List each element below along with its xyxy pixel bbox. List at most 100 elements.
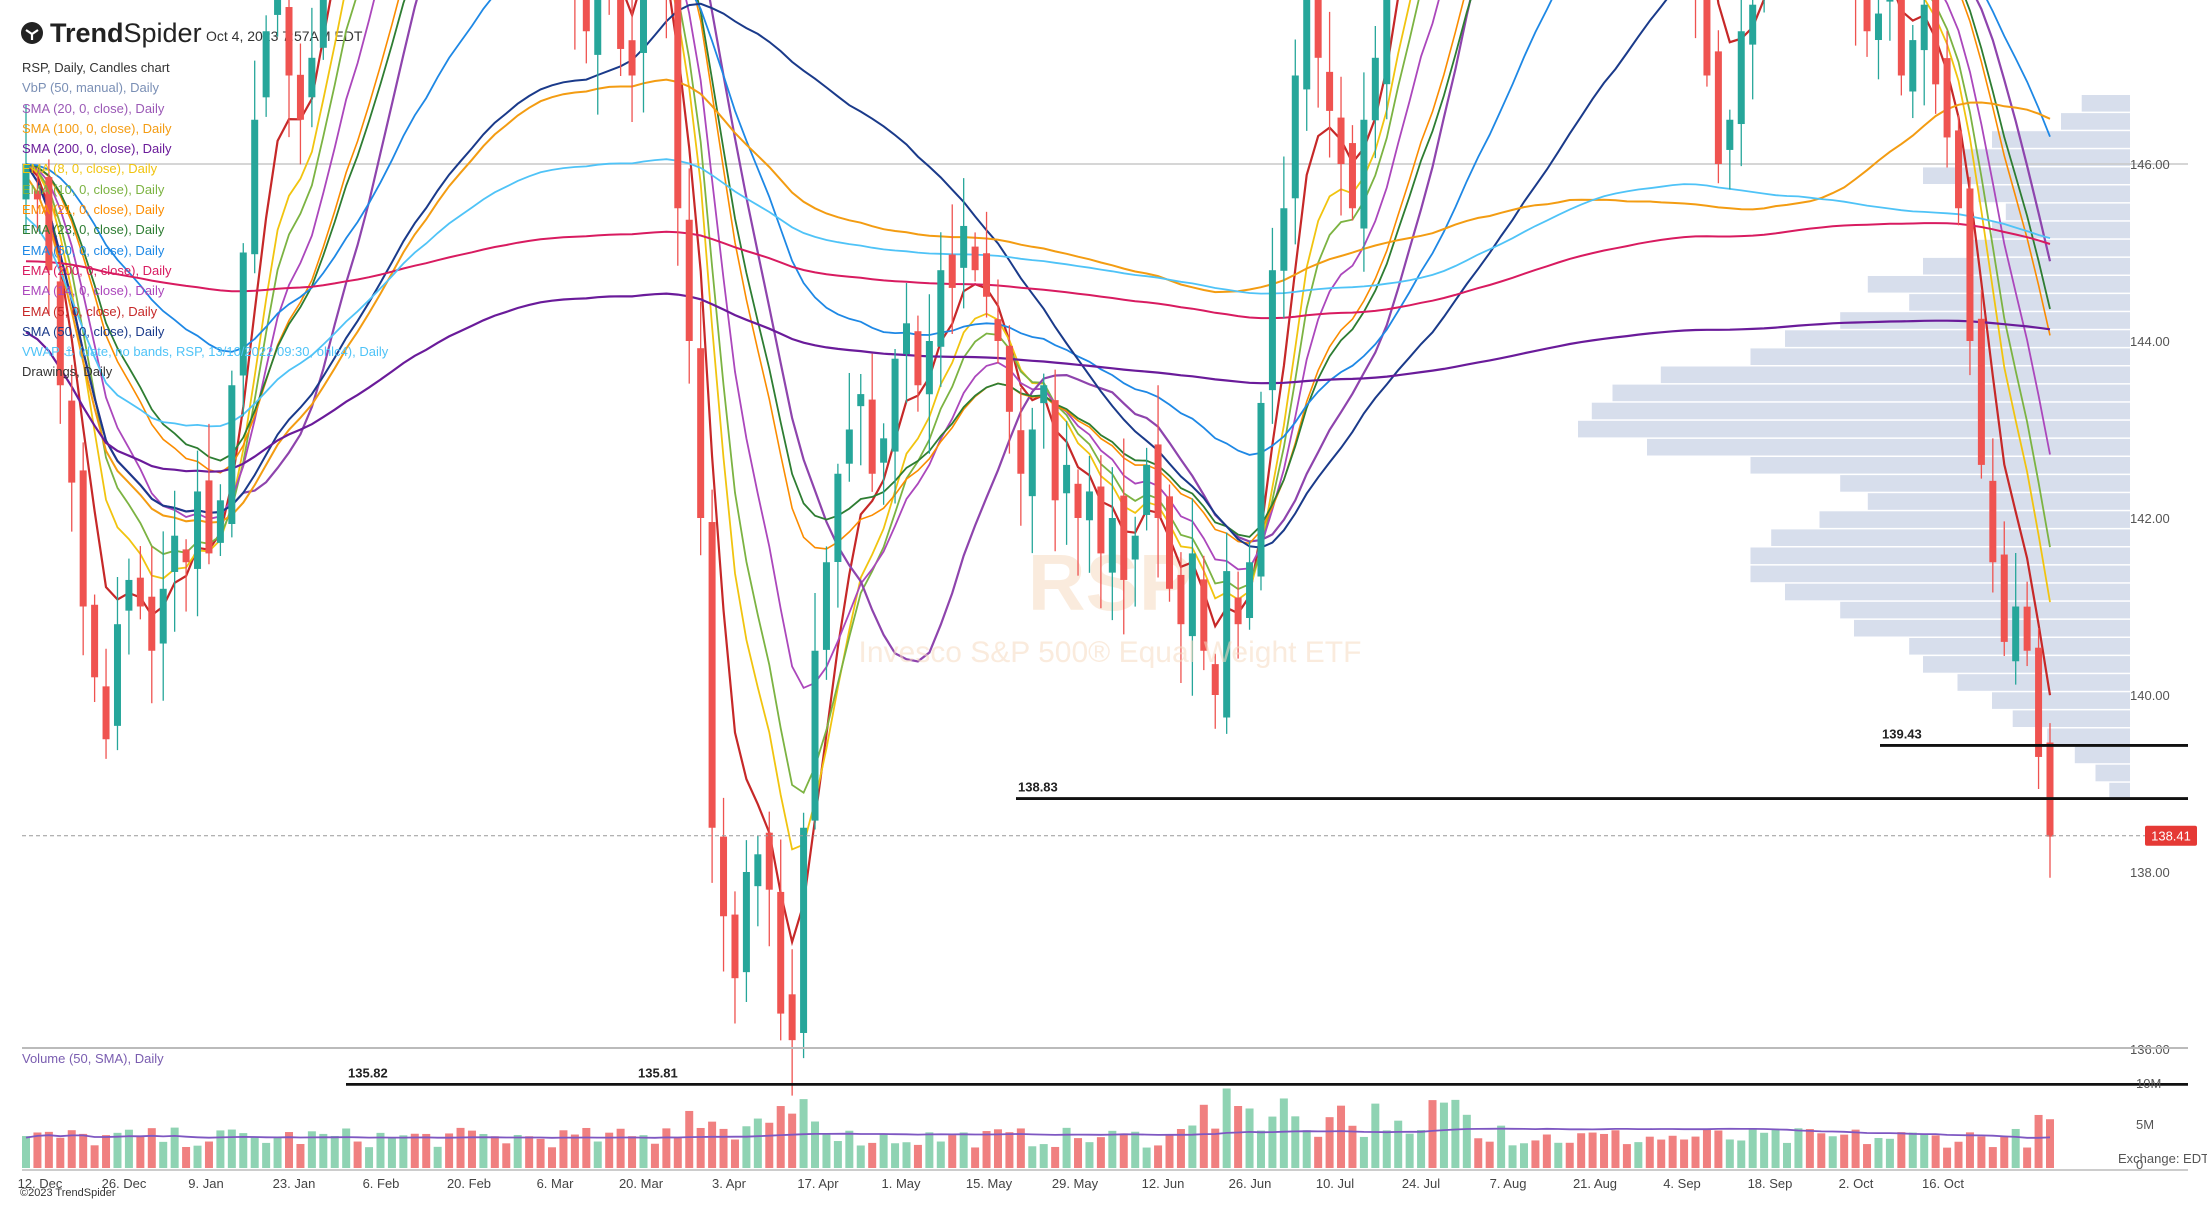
volume-bar bbox=[1600, 1133, 1609, 1168]
volume-bar bbox=[33, 1132, 42, 1168]
volume-bar bbox=[502, 1143, 511, 1168]
legend-item[interactable]: EMA (200, 0, close), Daily bbox=[22, 262, 172, 278]
legend-item[interactable]: SMA (50, 0, close), Daily bbox=[22, 323, 165, 339]
vwap-line bbox=[25, 158, 2051, 428]
legend-item[interactable]: EMA (14, 0, close), Daily bbox=[22, 283, 165, 299]
legend-item[interactable]: EMA (21, 0, close), Daily bbox=[22, 202, 165, 218]
legend-item[interactable]: EMA (5, 0, close), Daily bbox=[22, 303, 158, 319]
candle bbox=[1337, 76, 1345, 216]
legend-item[interactable]: RSP, Daily, Candles chart bbox=[22, 60, 170, 75]
volume-bar bbox=[1748, 1128, 1757, 1168]
volume-bar bbox=[1348, 1125, 1357, 1168]
price-tick-label: 142.00 bbox=[2130, 511, 2170, 526]
legend-item[interactable]: EMA (8, 0, close), Daily bbox=[22, 161, 158, 177]
volume-indicator-label[interactable]: Volume (50, SMA), Daily bbox=[22, 1051, 164, 1066]
candle bbox=[1714, 30, 1722, 184]
candle bbox=[45, 159, 53, 315]
candle bbox=[1166, 484, 1174, 602]
volume-bar bbox=[410, 1133, 419, 1168]
volume-bar bbox=[1702, 1129, 1711, 1168]
volume-bar bbox=[433, 1146, 442, 1168]
vbp-bar bbox=[1750, 565, 2130, 583]
candle bbox=[319, 0, 327, 60]
volume-bar bbox=[639, 1135, 648, 1168]
candle bbox=[2046, 723, 2054, 878]
price-tick-label: 144.00 bbox=[2130, 334, 2170, 349]
volume-bar bbox=[170, 1127, 179, 1168]
vbp-bar bbox=[1612, 384, 2130, 402]
volume-bar bbox=[788, 1113, 797, 1168]
sma-200-line bbox=[25, 292, 2051, 473]
volume-bar bbox=[250, 1136, 259, 1168]
legend-item[interactable]: Drawings, Daily bbox=[22, 364, 113, 380]
candle bbox=[582, 0, 590, 64]
volume-bar bbox=[1337, 1105, 1346, 1168]
volume-bar bbox=[1279, 1098, 1288, 1168]
volume-bar bbox=[742, 1126, 751, 1168]
legend-item[interactable]: EMA (23, 0, close), Daily bbox=[22, 222, 165, 238]
candle bbox=[1211, 653, 1219, 729]
candle bbox=[1005, 325, 1013, 454]
legend-item[interactable]: SMA (200, 0, close), Daily bbox=[22, 141, 172, 157]
candle bbox=[1063, 421, 1071, 545]
volume-bar bbox=[1851, 1129, 1860, 1168]
trendspider-logo[interactable]: TrendSpider bbox=[20, 18, 202, 49]
vbp-bar bbox=[1591, 402, 2130, 420]
volume-bar bbox=[365, 1147, 374, 1168]
candle bbox=[1749, 0, 1757, 100]
volume-bar bbox=[1977, 1136, 1986, 1168]
volume-bar bbox=[719, 1128, 728, 1168]
indicator-legend[interactable]: RSP, Daily, Candles chart VbP (50, manual… bbox=[22, 58, 388, 383]
date-tick-label: 4. Sep bbox=[1663, 1176, 1701, 1191]
date-tick-label: 24. Jul bbox=[1402, 1176, 1440, 1191]
volume-bar bbox=[1096, 1137, 1105, 1168]
candle bbox=[720, 797, 728, 972]
legend-item[interactable]: SMA (20, 0, close), Daily bbox=[22, 100, 165, 116]
volume-bar bbox=[79, 1133, 88, 1168]
legend-item[interactable]: EMA (50, 0, close), Daily bbox=[22, 242, 165, 258]
volume-bar bbox=[456, 1127, 465, 1168]
candle bbox=[182, 539, 190, 612]
candle bbox=[971, 232, 979, 282]
vbp-bar bbox=[1909, 294, 2130, 311]
volume-bar bbox=[1554, 1142, 1563, 1168]
volume-bar bbox=[1565, 1142, 1574, 1168]
volume-bar bbox=[765, 1122, 774, 1168]
price-tick-label: 136.00 bbox=[2130, 1042, 2170, 1057]
candle bbox=[308, 7, 316, 128]
volume-bar bbox=[1302, 1130, 1311, 1168]
date-tick-label: 20. Mar bbox=[619, 1176, 664, 1191]
volume-bar bbox=[353, 1141, 362, 1168]
candle bbox=[1108, 467, 1116, 621]
date-tick-label: 3. Apr bbox=[712, 1176, 747, 1191]
volume-bar bbox=[1165, 1135, 1174, 1168]
legend-item[interactable]: SMA (100, 0, close), Daily bbox=[22, 120, 172, 136]
current-price-badge bbox=[2145, 825, 2197, 846]
volume-bar bbox=[193, 1145, 202, 1168]
candle bbox=[891, 349, 899, 504]
volume-bar bbox=[1828, 1136, 1837, 1168]
candle bbox=[665, 0, 668, 39]
legend-item[interactable]: VWAP ⚓ (date, no bands, RSP, 13/10/2022 … bbox=[22, 344, 389, 360]
volume-bar bbox=[376, 1132, 385, 1168]
legend-item[interactable]: VbP (50, manual), Daily bbox=[22, 80, 160, 96]
volume-bar bbox=[1234, 1106, 1243, 1168]
vbp-bar bbox=[1785, 583, 2130, 601]
volume-bar bbox=[102, 1135, 111, 1168]
date-tick-label: 12. Jun bbox=[1142, 1176, 1185, 1191]
exchange-label: Exchange: EDT bbox=[2118, 1151, 2207, 1166]
volume-bar bbox=[1782, 1142, 1791, 1168]
vbp-bar bbox=[1957, 674, 2130, 691]
watermark-name: Invesco S&P 500® Equal Weight ETF bbox=[859, 636, 1362, 669]
volume-bar bbox=[1382, 1130, 1391, 1168]
volume-bar bbox=[1485, 1141, 1494, 1168]
legend-item[interactable]: EMA (10, 0, close), Daily bbox=[22, 181, 165, 197]
volume-bar bbox=[330, 1135, 339, 1168]
candle bbox=[136, 546, 144, 620]
candle bbox=[1314, 0, 1322, 108]
candle bbox=[1257, 391, 1265, 591]
candle bbox=[948, 204, 956, 335]
volume-bar bbox=[1885, 1138, 1894, 1168]
